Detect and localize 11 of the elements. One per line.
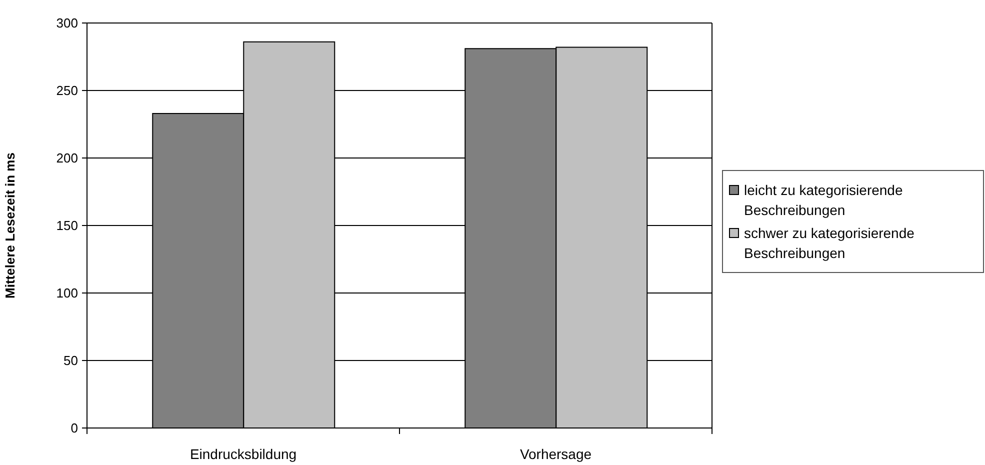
y-tick-label: 0 [70,420,78,436]
x-tick-label: Eindrucksbildung [190,446,297,462]
y-tick-label: 300 [56,16,78,31]
y-tick-label: 200 [56,150,78,166]
y-tick-label: 150 [56,218,78,234]
legend-label: schwer zu kategorisierende Beschreibungen [744,224,916,263]
y-tick-label: 50 [64,353,78,368]
y-tick-label: 100 [56,286,78,301]
y-tick-label: 250 [56,83,78,98]
x-tick-label: Vorhersage [520,446,592,462]
y-axis-title: Mittelere Lesezeit in ms [2,152,18,298]
